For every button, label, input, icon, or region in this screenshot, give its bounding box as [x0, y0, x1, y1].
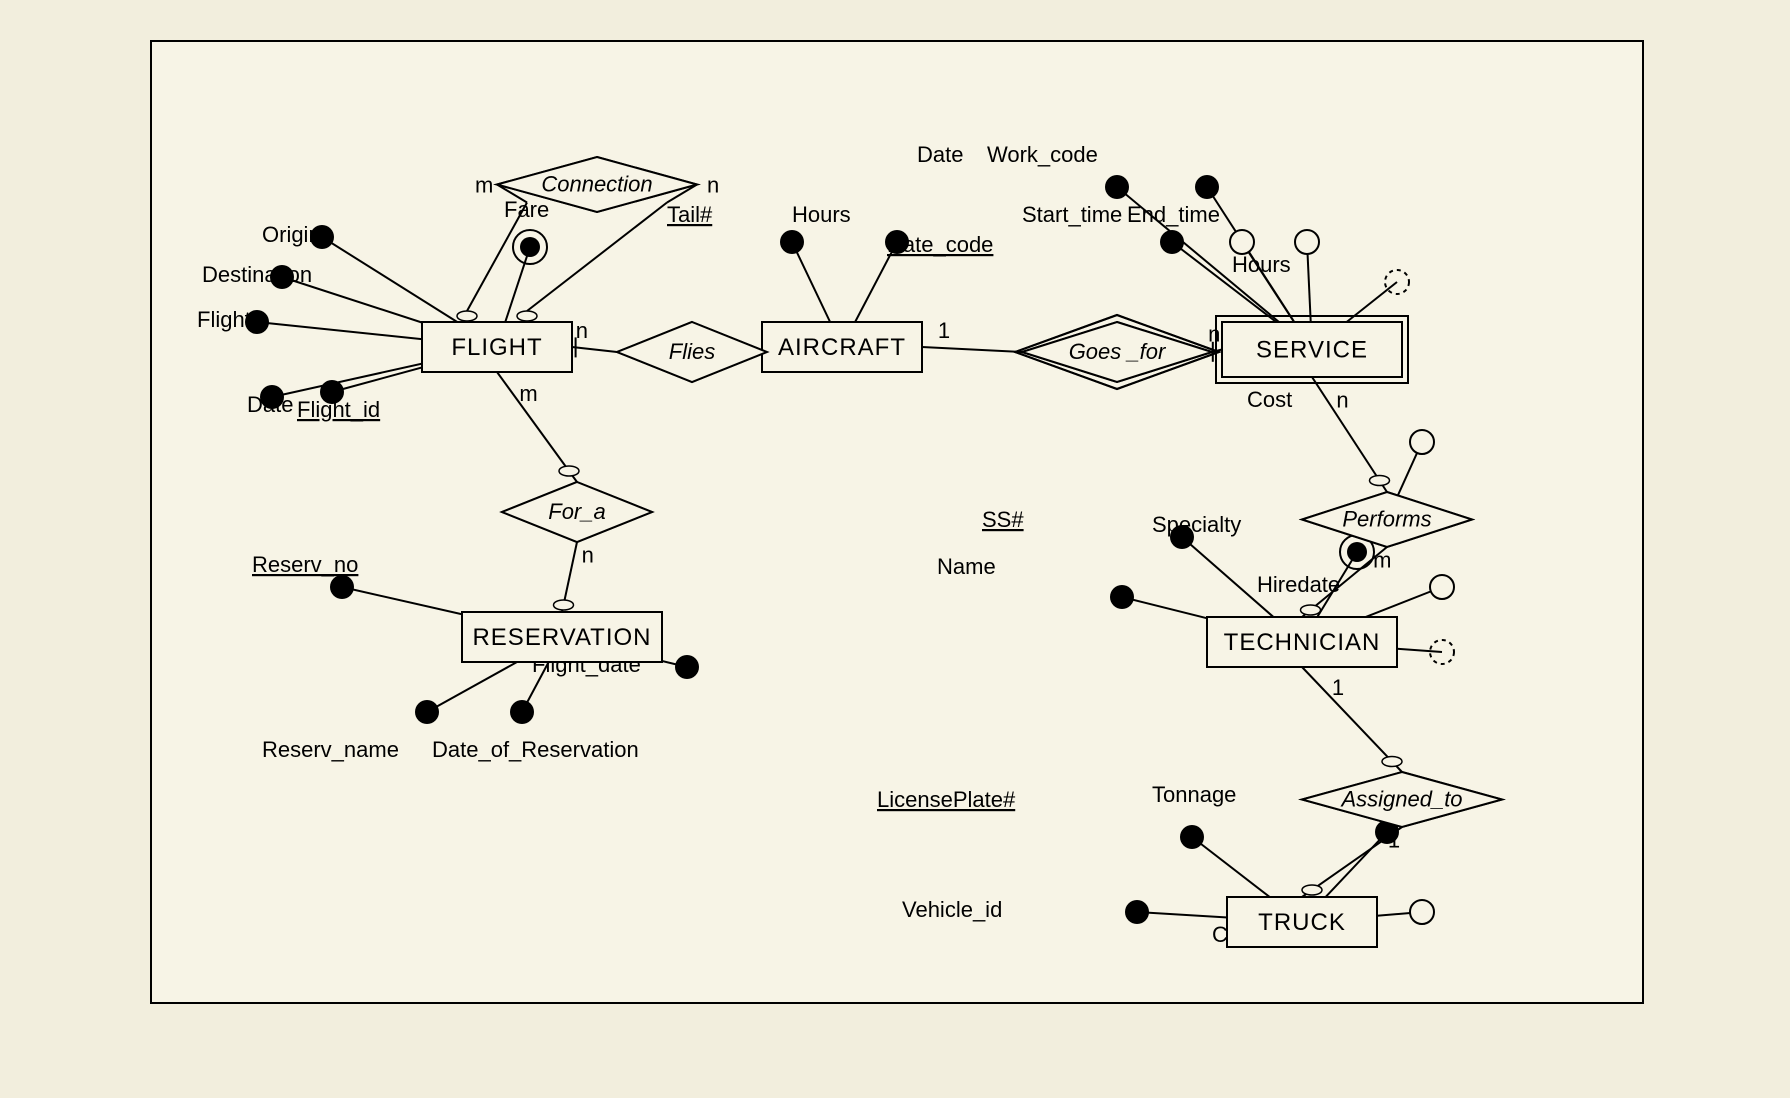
attr-dot [1125, 900, 1149, 924]
rel-label-top-assigned_to: Assigned_to [1339, 787, 1462, 812]
attr-dot [1347, 542, 1367, 562]
attr-dot [1110, 585, 1134, 609]
attr-label: Date_code [887, 232, 993, 257]
attr-label: Hiredate [1257, 572, 1340, 597]
card-goes_for-service: n [1208, 321, 1220, 346]
attr-dot [675, 655, 699, 679]
edge-service-performs [1312, 377, 1387, 492]
attr-label: LicensePlate# [877, 787, 1016, 812]
attr-dot [1230, 230, 1254, 254]
attr-dot [415, 700, 439, 724]
rel-label-top-flies: Flies [669, 339, 715, 364]
card-technician-assigned_to: 1 [1332, 675, 1344, 700]
attr-dot [1195, 175, 1219, 199]
attr-label: Flight# [197, 307, 264, 332]
attr-dot [510, 700, 534, 724]
attr-dot [1180, 825, 1204, 849]
entity-label-top-flight: FLIGHT [451, 334, 542, 361]
attr-label: Fare [504, 197, 549, 222]
rel-label-top-for_a: For_a [548, 499, 605, 524]
attr-label: Origin [262, 222, 321, 247]
attr-label: Specialty [1152, 512, 1241, 537]
card-service-performs: n [1336, 387, 1348, 412]
attr-label: Reserv_name [262, 737, 399, 762]
card-connection-n: n [707, 173, 719, 198]
attr-dot [1105, 175, 1129, 199]
attr-label: Date [247, 392, 293, 417]
edge-aircraft-goes_for [922, 347, 1022, 352]
attr-label: SS# [982, 507, 1024, 532]
attr-label: Cost [1247, 387, 1292, 412]
attr-label: Work_code [987, 142, 1098, 167]
oval [1382, 757, 1402, 767]
oval [517, 311, 537, 321]
oval [554, 600, 574, 610]
oval [1302, 885, 1322, 895]
attr-label: Date [917, 142, 963, 167]
attr-label: Hours [1232, 252, 1291, 277]
card-connection-m: m [475, 173, 493, 198]
attr-label: Vehicle_id [902, 897, 1002, 922]
attr-dot [1430, 575, 1454, 599]
attr-dot [1295, 230, 1319, 254]
page: { "type": "er-diagram", "canvas": { "wid… [0, 0, 1790, 1098]
attr-label: Name [937, 554, 996, 579]
attr-label: Date_of_Reservation [432, 737, 639, 762]
attr-dot [1410, 900, 1434, 924]
attr-label: Start_time [1022, 202, 1122, 227]
entity-label-top-technician: TECHNICIAN [1224, 629, 1381, 656]
card-performs-technician: m [1373, 547, 1391, 572]
edge-flight-flies [572, 347, 617, 352]
attr-label: Tail# [667, 202, 713, 227]
attr-label: Hours [792, 202, 851, 227]
attr-dot [780, 230, 804, 254]
er-svg: FLIGHT AIRCRAFT SERVICE RESERVATION TECHNICI… [152, 42, 1642, 1002]
attr-dot [1410, 430, 1434, 454]
attr-label: Reserv_no [252, 552, 358, 577]
entity-label-top-reservation: RESERVATION [472, 624, 651, 651]
rel-label-top-goes_for: Goes _for [1069, 339, 1167, 364]
card-aircraft-goes_for: 1 [938, 318, 950, 343]
card-flight-flies: n [576, 318, 588, 343]
oval [1301, 605, 1321, 615]
attr-label: Destination [202, 262, 312, 287]
attr-dot [520, 237, 540, 257]
diagram-frame: { "type": "er-diagram", "canvas": { "wid… [150, 40, 1644, 1004]
entity-label-top-truck: TRUCK [1258, 909, 1346, 936]
oval [559, 466, 579, 476]
rel-label-top-connection: Connection [541, 172, 652, 197]
attr-dot [1160, 230, 1184, 254]
edge-technician-assigned_to [1302, 667, 1402, 772]
attr-label: Tonnage [1152, 782, 1236, 807]
oval [457, 311, 477, 321]
entity-label-top-service: SERVICE [1256, 337, 1368, 364]
oval [1370, 476, 1390, 486]
attr-label: End_time [1127, 202, 1220, 227]
attr-label: Flight_id [297, 397, 380, 422]
entity-label-top-aircraft: AIRCRAFT [778, 334, 906, 361]
rel-label-top-performs: Performs [1342, 507, 1431, 532]
card-flight-for_a: m [519, 381, 537, 406]
card-for_a-reservation: n [582, 542, 594, 567]
attr-dot [330, 575, 354, 599]
